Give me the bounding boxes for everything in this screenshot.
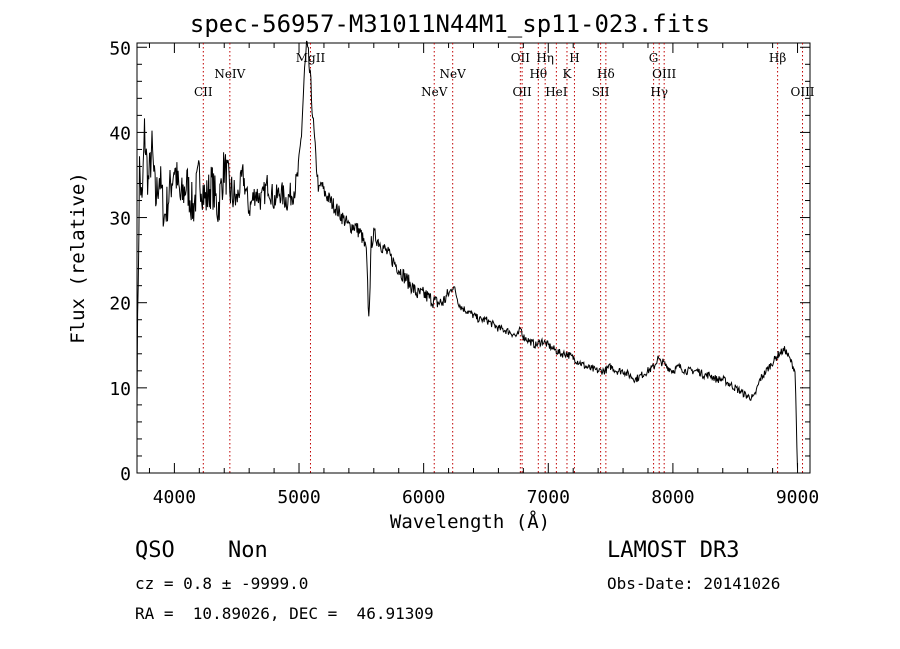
object-class: QSO	[135, 538, 175, 563]
line-marker-label: K	[562, 67, 572, 81]
x-tick-label: 4000	[153, 487, 196, 508]
line-marker-label: OIII	[790, 85, 814, 99]
line-marker-label: CII	[194, 85, 213, 99]
line-marker-label: Hγ	[650, 85, 668, 99]
x-tick-label: 5000	[277, 487, 320, 508]
line-marker-label: Hθ	[529, 67, 547, 81]
line-marker-label: NeV	[440, 67, 467, 81]
line-marker-label: Hδ	[597, 67, 615, 81]
spectrum-series	[136, 40, 798, 469]
spectrum-line	[136, 40, 798, 469]
x-tick-label: 8000	[651, 487, 694, 508]
plot-axes	[136, 42, 811, 474]
y-axis-label: Flux (relative)	[67, 172, 89, 344]
line-marker-label: OIII	[652, 67, 676, 81]
line-marker-label: OII	[511, 51, 531, 65]
axis-ticks: 4000 5000 6000 7000 8000 9000 0 10 20 30 40 50	[109, 38, 819, 508]
line-marker-label: NeIV	[214, 67, 245, 81]
line-marker-label: G	[649, 51, 659, 65]
line-marker-label: Hη	[536, 51, 554, 65]
x-tick-label: 9000	[776, 487, 819, 508]
observation-date: Obs-Date: 20141026	[607, 574, 781, 593]
y-tick-label: 10	[109, 379, 131, 400]
line-marker-label: Hβ	[769, 51, 786, 65]
x-axis-label: Wavelength (Å)	[390, 510, 550, 533]
redshift-readout: cz = 0.8 ± -9999.0	[135, 574, 309, 593]
line-marker-label: MgII	[296, 51, 326, 65]
line-marker-label: H	[569, 51, 579, 65]
y-tick-label: 50	[109, 38, 131, 59]
line-marker-label: OII	[512, 85, 532, 99]
line-marker-label: NeV	[421, 85, 448, 99]
plot-frame	[136, 42, 811, 474]
y-tick-label: 30	[109, 209, 131, 230]
y-tick-label: 0	[120, 464, 131, 485]
object-subclass: Non	[228, 538, 268, 563]
survey-name: LAMOST DR3	[607, 538, 740, 563]
y-tick-label: 20	[109, 294, 131, 315]
y-tick-label: 40	[109, 123, 131, 144]
ra-dec-readout: RA = 10.89026, DEC = 46.91309	[135, 604, 434, 623]
x-tick-label: 6000	[402, 487, 445, 508]
chart-title: spec-56957-M31011N44M1_sp11-023.fits	[189, 10, 711, 38]
x-tick-label: 7000	[527, 487, 570, 508]
line-marker-label: HeI	[545, 85, 568, 99]
line-marker-label: SII	[592, 85, 610, 99]
